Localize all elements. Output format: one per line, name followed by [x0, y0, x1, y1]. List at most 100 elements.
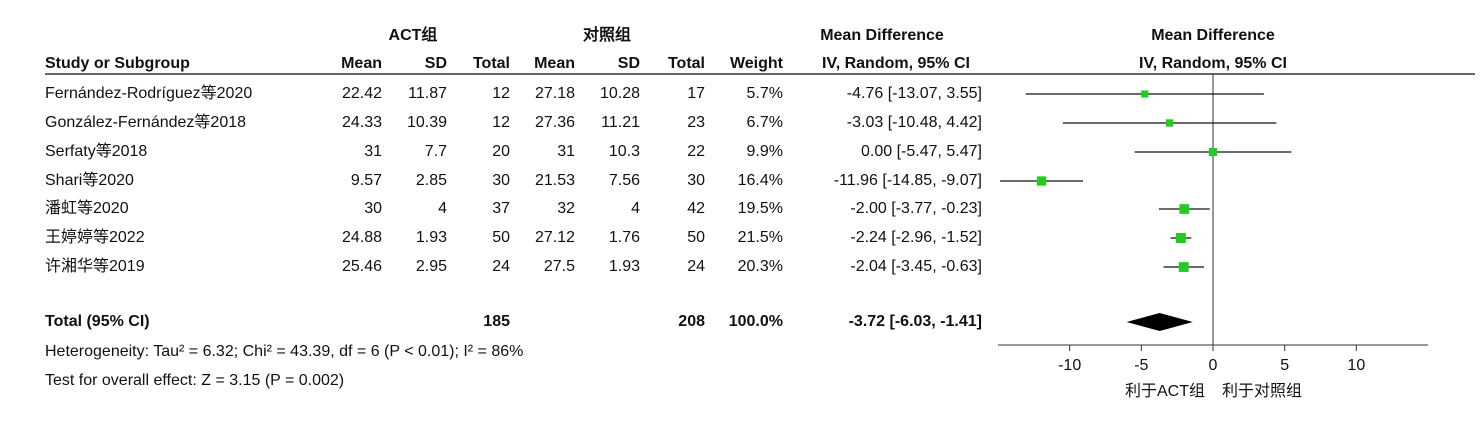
cell: 12 — [492, 114, 510, 131]
column-header: Mean Difference — [1151, 27, 1275, 44]
column-header: IV, Random, 95% CI — [822, 55, 970, 72]
study-name: 王婷婷等2022 — [45, 228, 145, 246]
cell: 20.3% — [738, 258, 783, 275]
column-header: Total — [668, 55, 705, 72]
ci-label: -3.03 [-10.48, 4.42] — [847, 114, 982, 131]
cell: 10.3 — [609, 143, 640, 160]
cell: 1.93 — [609, 258, 640, 275]
cell: 24.33 — [342, 114, 382, 131]
study-name: Fernández-Rodríguez等2020 — [45, 84, 252, 102]
total-cell: 185 — [483, 313, 510, 330]
column-header: IV, Random, 95% CI — [1139, 55, 1287, 72]
column-header: SD — [618, 55, 640, 72]
cell: 24.88 — [342, 229, 382, 246]
study-name: 许湘华等2019 — [45, 257, 145, 275]
overall-effect: Test for overall effect: Z = 3.15 (P = 0… — [45, 372, 344, 389]
x-tick-label: 5 — [1280, 357, 1289, 374]
cell: 4 — [438, 200, 447, 217]
study-name: 潘虹等2020 — [45, 199, 129, 217]
cell: 32 — [557, 200, 575, 217]
cell: 27.36 — [535, 114, 575, 131]
cell: 1.93 — [416, 229, 447, 246]
cell: 11.87 — [408, 85, 447, 102]
column-header: Mean Difference — [820, 27, 944, 44]
cell: 9.57 — [351, 172, 382, 189]
cell: 30 — [687, 172, 705, 189]
group-header: ACT组 — [389, 25, 438, 44]
cell: 21.53 — [535, 172, 575, 189]
study-name: Serfaty等2018 — [45, 142, 147, 160]
x-tick-label: -10 — [1058, 357, 1081, 374]
effect-square — [1178, 262, 1189, 272]
cell: 9.9% — [747, 143, 783, 160]
x-tick-label: -5 — [1134, 357, 1148, 374]
column-header: SD — [425, 55, 447, 72]
cell: 12 — [492, 85, 510, 102]
cell: 27.5 — [544, 258, 575, 275]
cell: 6.7% — [747, 114, 783, 131]
ci-label: -4.76 [-13.07, 3.55] — [847, 85, 982, 102]
cell: 31 — [557, 143, 575, 160]
group-header: 对照组 — [583, 25, 631, 44]
cell: 25.46 — [342, 258, 382, 275]
study-name: González-Fernández等2018 — [45, 113, 246, 131]
x-tick-label: 0 — [1209, 357, 1218, 374]
total-label: Total (95% CI) — [45, 313, 150, 330]
cell: 23 — [687, 114, 705, 131]
cell: 10.28 — [600, 85, 640, 102]
cell: 16.4% — [738, 172, 783, 189]
cell: 50 — [687, 229, 705, 246]
column-header: Study or Subgroup — [45, 55, 190, 72]
cell: 37 — [492, 200, 510, 217]
cell: 11.21 — [601, 114, 640, 131]
cell: 2.85 — [416, 172, 447, 189]
x-tick-label: 10 — [1347, 357, 1365, 374]
effect-square — [1179, 204, 1190, 214]
cell: 7.7 — [425, 143, 447, 160]
cell: 30 — [364, 200, 382, 217]
cell: 22.42 — [342, 85, 382, 102]
column-header: Mean — [534, 55, 575, 72]
favours-label: 利于对照组 — [1222, 382, 1302, 400]
summary-diamond — [1126, 313, 1193, 331]
total-cell: 100.0% — [729, 313, 783, 330]
effect-square — [1208, 147, 1218, 157]
effect-square — [1036, 176, 1047, 186]
ci-label: -11.96 [-14.85, -9.07] — [834, 172, 982, 189]
cell: 19.5% — [738, 200, 783, 217]
ci-label: 0.00 [-5.47, 5.47] — [861, 143, 982, 160]
effect-square — [1141, 90, 1149, 98]
cell: 24 — [687, 258, 705, 275]
column-header: Mean — [341, 55, 382, 72]
column-header: Weight — [730, 55, 784, 72]
study-name: Shari等2020 — [45, 171, 134, 189]
ci-label: -2.24 [-2.96, -1.52] — [850, 229, 982, 246]
cell: 42 — [687, 200, 705, 217]
cell: 17 — [687, 85, 705, 102]
cell: 27.12 — [535, 229, 575, 246]
cell: 24 — [492, 258, 510, 275]
cell: 20 — [492, 143, 510, 160]
cell: 1.76 — [609, 229, 640, 246]
cell: 21.5% — [738, 229, 783, 246]
column-header: Total — [473, 55, 510, 72]
favours-label: 利于ACT组 — [1125, 382, 1205, 400]
cell: 30 — [492, 172, 510, 189]
cell: 2.95 — [416, 258, 447, 275]
cell: 27.18 — [535, 85, 575, 102]
heterogeneity: Heterogeneity: Tau² = 6.32; Chi² = 43.39… — [45, 343, 523, 360]
cell: 4 — [631, 200, 640, 217]
cell: 31 — [364, 143, 382, 160]
total-ci-label: -3.72 [-6.03, -1.41] — [849, 313, 982, 330]
cell: 22 — [687, 143, 705, 160]
cell: 7.56 — [609, 172, 640, 189]
effect-square — [1165, 119, 1174, 127]
ci-label: -2.00 [-3.77, -0.23] — [850, 200, 982, 217]
cell: 50 — [492, 229, 510, 246]
cell: 5.7% — [747, 85, 783, 102]
total-cell: 208 — [678, 313, 705, 330]
effect-square — [1175, 232, 1186, 244]
ci-label: -2.04 [-3.45, -0.63] — [850, 258, 982, 275]
cell: 10.39 — [407, 114, 447, 131]
